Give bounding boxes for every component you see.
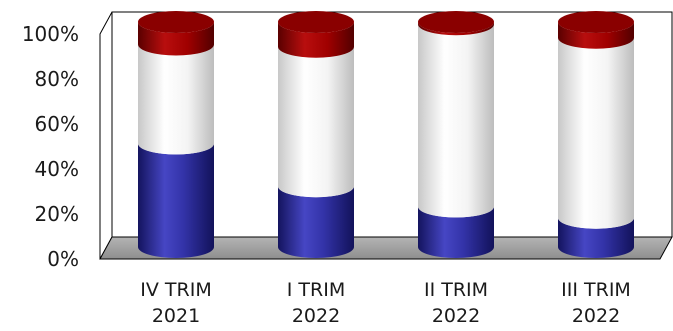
segment-series-3 — [558, 22, 634, 49]
x-tick-label: 2022 — [292, 305, 340, 327]
x-tick-label: 2022 — [572, 305, 620, 327]
segment-series-1 — [278, 186, 354, 258]
y-tick-label: 20% — [35, 202, 79, 226]
bar-cylinder — [278, 11, 354, 258]
segment-series-3 — [418, 22, 494, 36]
x-tick-label: III TRIM — [561, 279, 631, 301]
segment-series-3 — [138, 22, 214, 56]
segment-series-2 — [558, 37, 634, 229]
bar-top-cap — [278, 11, 354, 33]
segment-series-1 — [558, 217, 634, 258]
bar-cylinder — [418, 11, 494, 258]
bar-cylinder — [138, 11, 214, 258]
y-tick-label: 40% — [35, 157, 79, 181]
x-tick-label: 2022 — [432, 305, 480, 327]
y-tick-label: 100% — [22, 22, 79, 46]
bar-top-cap — [138, 11, 214, 33]
x-tick-label: IV TRIM — [140, 279, 211, 301]
segment-series-2 — [278, 46, 354, 198]
x-tick-label: 2021 — [152, 305, 200, 327]
bars — [138, 11, 634, 258]
segment-series-1 — [418, 206, 494, 258]
y-tick-label: 60% — [35, 112, 79, 136]
segment-series-2 — [418, 24, 494, 218]
y-tick-label: 80% — [35, 67, 79, 91]
x-axis: IV TRIM 2021 I TRIM 2022 II TRIM 2022 II… — [100, 258, 660, 327]
segment-series-3 — [278, 22, 354, 58]
x-tick-label: I TRIM — [287, 279, 345, 301]
segment-series-2 — [138, 44, 214, 155]
bar-cylinder — [558, 11, 634, 258]
segment-series-1 — [138, 143, 214, 258]
bar-top-cap — [558, 11, 634, 33]
x-tick-label: II TRIM — [424, 279, 488, 301]
y-tick-label: 0% — [47, 247, 79, 271]
bar-top-cap — [418, 11, 494, 33]
y-axis: 0% 20% 40% 60% 80% 100% — [22, 22, 101, 271]
side-wall — [99, 11, 113, 260]
